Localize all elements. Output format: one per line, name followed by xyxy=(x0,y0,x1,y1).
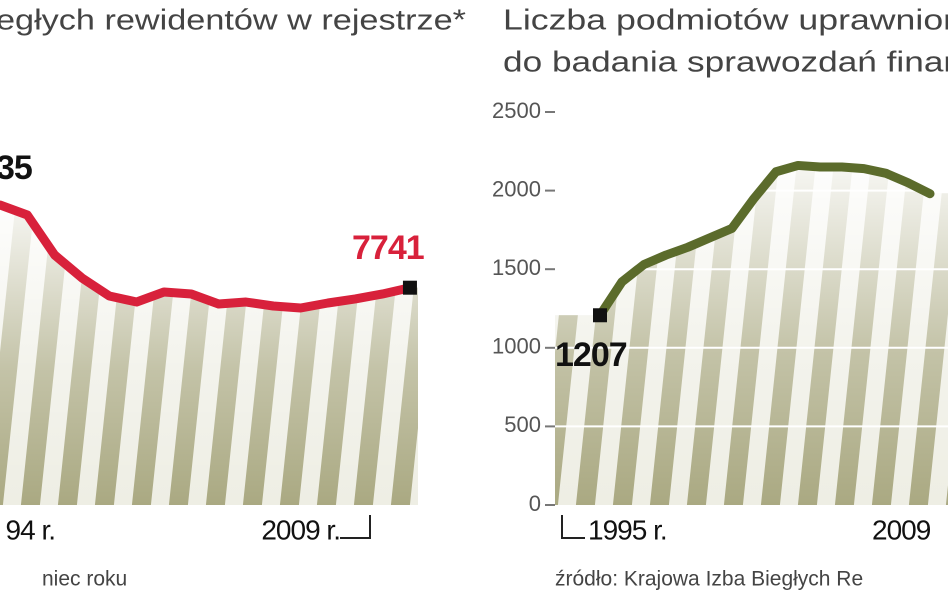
source: źródło: Krajowa Izba Biegłych Re xyxy=(555,568,863,591)
line xyxy=(595,160,935,320)
area-fade xyxy=(555,165,948,505)
footnote: niec roku xyxy=(42,568,127,591)
bracket xyxy=(340,515,371,539)
y-tick-label: 2000 xyxy=(492,176,541,201)
chart-title: Liczba podmiotów uprawnion xyxy=(503,5,948,37)
y-tick-label: 500 xyxy=(504,412,541,437)
area-fade xyxy=(0,205,418,505)
chart-title: do badania sprawozdań finan xyxy=(503,47,948,79)
value-label: 1207 xyxy=(555,336,627,374)
y-tick-label: 1500 xyxy=(492,255,541,280)
chart-title: egłych rewidentów w rejestrze* xyxy=(0,5,466,37)
y-tick-label: 2500 xyxy=(492,98,541,123)
x-tick-label: 2009 xyxy=(872,514,931,545)
x-tick-label: 1995 r. xyxy=(588,514,667,545)
bracket xyxy=(561,515,585,539)
x-tick-label: 2009 r. xyxy=(261,514,340,545)
line xyxy=(0,200,415,313)
x-tick-label: 94 r. xyxy=(6,514,55,545)
annotation: 35 xyxy=(0,149,32,187)
end-marker xyxy=(402,280,417,295)
end-marker xyxy=(593,308,607,323)
y-tick-label: 0 xyxy=(529,491,541,516)
y-tick-label: 1000 xyxy=(492,334,541,359)
value-label: 7741 xyxy=(352,229,424,267)
